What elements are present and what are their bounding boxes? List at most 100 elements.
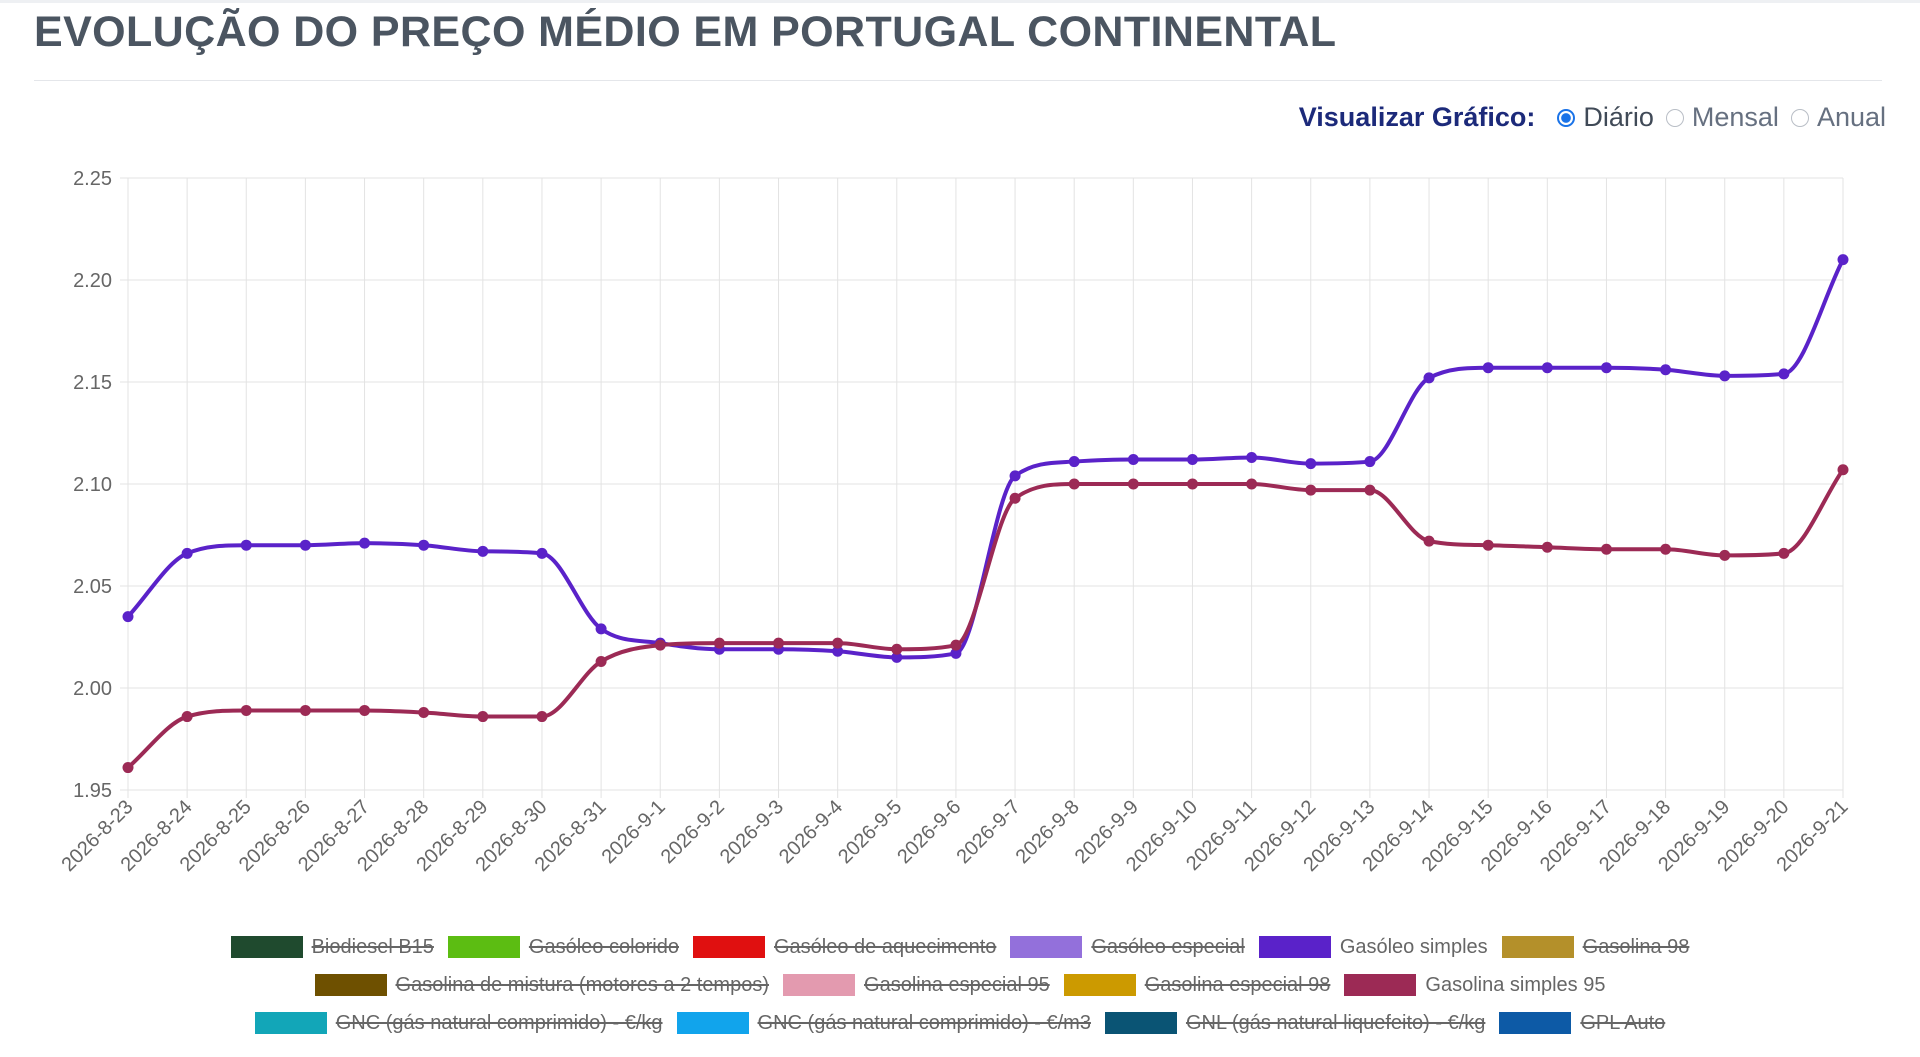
radio-option-diario[interactable]: Diário	[1557, 102, 1654, 133]
radio-anual-label: Anual	[1816, 102, 1886, 132]
data-point-gasoleo-simples	[1364, 456, 1376, 468]
y-tick-label: 2.10	[73, 474, 112, 496]
data-point-gasolina-simples-95	[240, 704, 252, 716]
view-toggle-label: Visualizar Gráfico:	[1298, 102, 1536, 132]
legend-item[interactable]: Biodiesel B15	[230, 935, 434, 959]
data-point-gasoleo-simples	[1246, 451, 1258, 463]
data-point-gasolina-simples-95	[1541, 541, 1553, 553]
page-title: EVOLUÇÃO DO PREÇO MÉDIO EM PORTUGAL CONT…	[34, 8, 1337, 56]
data-point-gasoleo-simples	[181, 547, 193, 559]
legend-swatch	[693, 936, 765, 958]
x-tick-label: 2026-9-8	[1012, 796, 1084, 868]
legend-item[interactable]: Gasolina 98	[1501, 936, 1689, 959]
data-point-gasolina-simples-95	[713, 637, 725, 649]
data-point-gasolina-simples-95	[1600, 543, 1612, 555]
data-point-gasoleo-simples	[536, 547, 548, 559]
legend-row: Biodiesel B15 Gasóleo colorido Gasóleo de …	[0, 928, 1920, 966]
data-point-gasolina-simples-95	[1068, 478, 1080, 490]
radio-diario-label: Diário	[1583, 102, 1654, 132]
view-toggle: Visualizar Gráfico: Diário Mensal Anual	[1299, 102, 1886, 133]
legend-item[interactable]: GNL (gás natural liquefeito) - €/kg	[1104, 1011, 1486, 1035]
x-tick-label: 2026-9-1	[598, 796, 670, 868]
data-point-gasolina-simples-95	[595, 655, 607, 667]
legend-item[interactable]: Gasolina especial 98	[1063, 973, 1331, 997]
top-edge	[0, 0, 1920, 3]
legend-item[interactable]: GNC (gás natural comprimido) - €/kg	[254, 1011, 663, 1035]
legend-label: Gasolina especial 95	[864, 973, 1050, 996]
legend-item[interactable]: GNC (gás natural comprimido) - €/m3	[676, 1011, 1091, 1035]
legend-label: GNC (gás natural comprimido) - €/kg	[335, 1011, 663, 1034]
legend-item[interactable]: Gasolina especial 95	[783, 974, 1050, 997]
data-point-gasolina-simples-95	[950, 639, 962, 651]
x-tick-label: 2026-9-4	[775, 796, 847, 868]
data-point-gasolina-simples-95	[1423, 535, 1435, 547]
data-point-gasoleo-simples	[1837, 254, 1849, 266]
legend-label: GNC (gás natural comprimido) - €/m3	[757, 1011, 1091, 1034]
data-point-gasoleo-simples	[122, 611, 134, 623]
data-point-gasolina-simples-95	[1660, 543, 1672, 555]
data-point-gasoleo-simples	[1600, 362, 1612, 374]
legend-label: Biodiesel B15	[311, 935, 434, 958]
legend-item[interactable]: Gasóleo simples	[1258, 936, 1488, 959]
data-point-gasolina-simples-95	[1778, 547, 1790, 559]
legend-swatch	[783, 974, 856, 996]
legend-label: GPL Auto	[1580, 1011, 1666, 1034]
legend-swatch	[314, 974, 387, 996]
legend-item[interactable]: Gasóleo especial	[1010, 936, 1245, 959]
data-point-gasolina-simples-95	[891, 643, 903, 655]
legend-item[interactable]: Gasóleo de aquecimento	[693, 936, 996, 959]
radio-option-mensal[interactable]: Mensal	[1665, 102, 1779, 133]
legend-swatch	[1063, 974, 1136, 996]
data-point-gasolina-simples-95	[654, 639, 666, 651]
data-point-gasolina-simples-95	[418, 706, 430, 718]
data-point-gasolina-simples-95	[181, 711, 193, 723]
data-point-gasolina-simples-95	[1186, 478, 1198, 490]
data-point-gasoleo-simples	[1127, 454, 1139, 466]
legend-swatch	[1501, 936, 1574, 958]
y-tick-label: 2.15	[73, 372, 112, 394]
data-point-gasolina-simples-95	[773, 637, 785, 649]
data-point-gasoleo-simples	[359, 537, 371, 549]
data-point-gasolina-simples-95	[359, 704, 371, 716]
data-point-gasoleo-simples	[1305, 458, 1317, 470]
data-point-gasolina-simples-95	[122, 762, 134, 774]
radio-mensal-label: Mensal	[1691, 102, 1779, 132]
x-tick-label: 2026-9-7	[952, 796, 1024, 868]
data-point-gasoleo-simples	[832, 645, 844, 657]
radio-anual[interactable]	[1790, 108, 1809, 127]
title-divider	[34, 80, 1882, 81]
legend-item[interactable]: Gasolina simples 95	[1344, 974, 1605, 997]
data-point-gasolina-simples-95	[1305, 484, 1317, 496]
legend-swatch	[1344, 974, 1417, 996]
legend-swatch	[254, 1012, 327, 1034]
legend-swatch	[1104, 1012, 1177, 1034]
data-point-gasoleo-simples	[1541, 362, 1553, 374]
grid-lines	[120, 177, 1844, 798]
y-tick-label: 2.00	[73, 678, 112, 700]
legend-swatch	[1010, 936, 1083, 958]
legend-label: Gasolina especial 98	[1144, 973, 1331, 996]
legend-swatch	[1499, 1012, 1572, 1034]
data-point-gasolina-simples-95	[1246, 478, 1258, 490]
legend-item[interactable]: GPL Auto	[1499, 1012, 1665, 1035]
legend-label: Gasóleo de aquecimento	[774, 935, 997, 958]
data-point-gasoleo-simples	[1068, 456, 1080, 468]
legend-item[interactable]: Gasóleo colorido	[447, 936, 679, 959]
data-point-gasoleo-simples	[299, 539, 311, 551]
legend-swatch	[447, 936, 520, 958]
radio-mensal[interactable]	[1665, 108, 1684, 127]
data-point-gasoleo-simples	[1482, 362, 1494, 374]
data-point-gasoleo-simples	[595, 623, 607, 635]
series-line-gasoleo-simples	[126, 258, 1845, 660]
y-tick-label: 2.20	[73, 270, 112, 292]
data-point-gasolina-simples-95	[299, 704, 311, 716]
legend-swatch	[1258, 936, 1331, 958]
radio-diario[interactable]	[1557, 108, 1576, 127]
legend-label: GNL (gás natural liquefeito) - €/kg	[1185, 1011, 1486, 1034]
data-point-gasolina-simples-95	[1364, 484, 1376, 496]
legend-item[interactable]: Gasolina de mistura (motores a 2 tempos)	[314, 974, 769, 997]
series-line-gasolina-simples-95	[126, 468, 1845, 770]
legend-swatch	[676, 1012, 749, 1034]
radio-option-anual[interactable]: Anual	[1790, 102, 1886, 133]
data-point-gasoleo-simples	[891, 651, 903, 663]
